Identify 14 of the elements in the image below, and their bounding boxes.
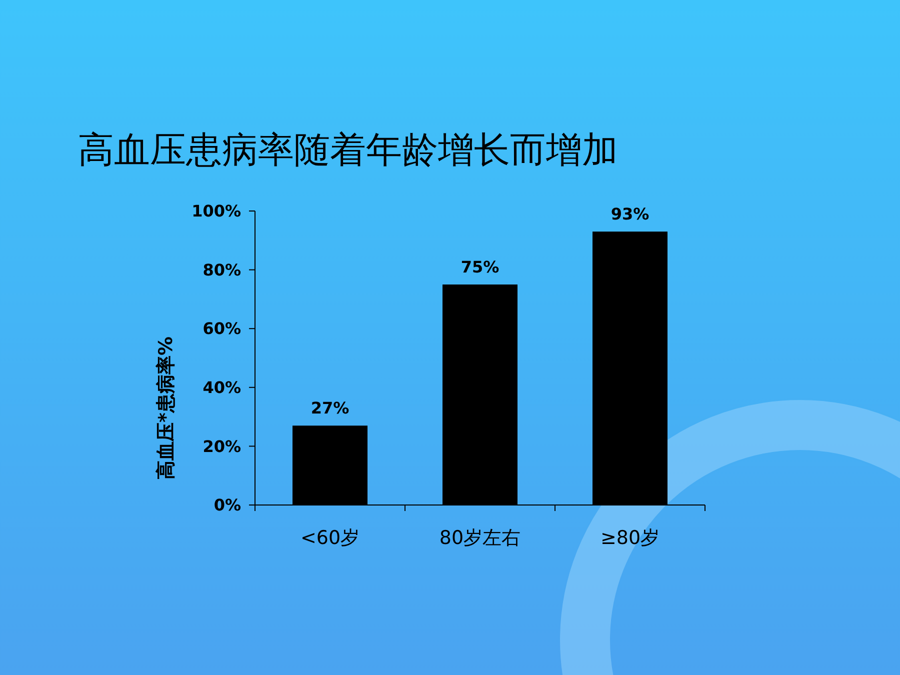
y-tick-label: 20% xyxy=(202,436,241,456)
y-tick-label: 0% xyxy=(214,496,241,515)
x-tick-label: 80岁左右 xyxy=(439,527,521,549)
x-tick-label: ≥80岁 xyxy=(600,527,660,549)
y-tick-label: 80% xyxy=(202,260,241,280)
chart-title: 高血压患病率随着年龄增长而增加 xyxy=(78,130,618,171)
y-tick-label: 60% xyxy=(202,319,241,338)
x-tick-label: <60岁 xyxy=(300,527,360,549)
y-axis-title: 高血压*患病率% xyxy=(155,336,177,480)
data-label: 27% xyxy=(310,398,350,418)
data-label: 75% xyxy=(460,258,500,276)
data-label: 93% xyxy=(610,204,650,224)
y-tick-label: 40% xyxy=(202,378,241,397)
y-tick-label: 100% xyxy=(192,202,241,221)
